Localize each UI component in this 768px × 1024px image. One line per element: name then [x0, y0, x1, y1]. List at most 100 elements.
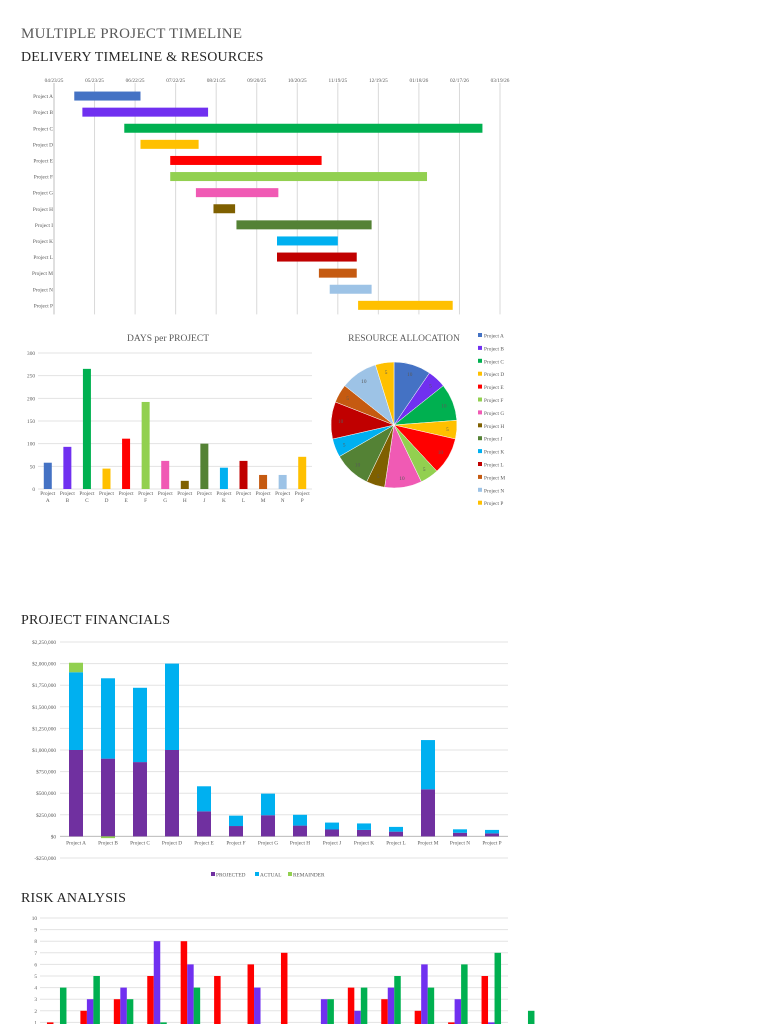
pie-legend-label: Project D	[484, 372, 504, 378]
fin-bar-actual-project-l	[389, 826, 403, 832]
gantt-task-label: Project P	[34, 303, 53, 309]
fin-bar-projected-project-m	[421, 789, 435, 837]
fin-x-tick-label: Project D	[162, 840, 182, 846]
risk-bar-s3-g1	[59, 987, 67, 1024]
pie-legend-label: Project P	[484, 501, 503, 507]
fin-bar-projected-project-g	[261, 815, 275, 837]
pie-legend-swatch-project-c	[478, 358, 482, 363]
pie-legend-label: Project L	[484, 463, 504, 469]
days-bar-project-k	[219, 467, 228, 489]
pie-legend-swatch-project-p	[478, 500, 482, 505]
fin-x-tick-label: Project K	[354, 840, 374, 846]
gantt-bar-project-i	[236, 220, 372, 230]
days-bar-project-b	[63, 446, 72, 489]
days-y-tick-label: 0	[32, 487, 35, 493]
risk-y-tick-label: 10	[32, 916, 38, 922]
fin-bar-actual-project-a	[69, 672, 83, 750]
risk-bar-s3-g11	[394, 976, 401, 1024]
days-x-tick-label-letter: A	[46, 498, 50, 504]
pie-legend-swatch-project-k	[478, 449, 482, 454]
days-y-tick-label: 50	[30, 464, 36, 470]
pie-data-label: 10	[407, 372, 413, 378]
gantt-bar-project-a	[74, 91, 141, 101]
fin-y-tick-label: $500,000	[36, 790, 56, 797]
gantt-x-tick-label: 08/21/25	[207, 78, 226, 84]
gantt-bar-project-h	[213, 204, 236, 214]
fin-x-tick-label: Project P	[482, 840, 501, 846]
risk-bar-s2-g9	[320, 999, 328, 1024]
pie-legend-swatch-project-b	[478, 345, 482, 350]
gantt-task-label: Project H	[33, 207, 53, 213]
gantt-x-tick-label: 03/19/26	[491, 78, 510, 84]
risk-bar-s3-g10	[360, 987, 368, 1024]
days-x-tick-label-letter: E	[124, 498, 127, 504]
risk-bar-s2-g13	[454, 999, 462, 1024]
risk-bar-s1-g8	[280, 952, 288, 1024]
gantt-bar-project-l	[277, 252, 357, 262]
pie-legend-swatch-project-d	[478, 371, 482, 376]
days-x-tick-label-word: Project	[60, 491, 76, 497]
risk-bar-s2-g4	[153, 941, 161, 1024]
fin-bar-actual-project-m	[421, 740, 435, 790]
days-bar-project-d	[102, 468, 111, 489]
fin-legend-label: PROJECTED	[216, 873, 246, 879]
gantt-bar-project-g	[195, 188, 279, 198]
gantt-chart: 04/23/25 05/23/25 06/22/25 07/22/25 08/21/25…	[32, 78, 510, 315]
pie-legend-label: Project K	[484, 450, 504, 456]
gantt-task-label: Project I	[35, 223, 53, 229]
days-bar-project-e	[122, 438, 131, 489]
gantt-bar-project-n	[329, 284, 372, 294]
fin-y-tick-label: $1,500,000	[32, 704, 56, 711]
fin-x-tick-label: Project C	[130, 840, 150, 846]
fin-bar-projected-project-j	[325, 829, 339, 837]
fin-bar-actual-project-n	[453, 829, 467, 833]
days-x-tick-label-word: Project	[99, 491, 115, 497]
pie-data-label: 10	[441, 403, 447, 409]
risk-analysis-chart: 012345678910	[32, 916, 535, 1024]
gantt-bar-project-e	[170, 155, 322, 165]
fin-bar-actual-project-e	[197, 786, 211, 812]
pie-data-label: 10	[355, 462, 361, 468]
fin-legend-swatch-remainder	[288, 872, 292, 876]
days-x-tick-label-letter: B	[66, 498, 70, 504]
fin-bar-projected-project-b	[101, 758, 115, 837]
days-bar-project-n	[278, 474, 287, 489]
pie-data-label: 10	[361, 379, 367, 385]
fin-bar-projected-project-p	[485, 833, 499, 837]
risk-bar-s1-g12	[414, 1010, 422, 1024]
gantt-x-tick-label: 05/23/25	[85, 78, 104, 84]
days-bar-project-a	[43, 462, 52, 489]
days-y-tick-label: 300	[27, 351, 35, 357]
fin-bar-actual-project-k	[357, 823, 371, 830]
days-x-tick-label-letter: G	[163, 498, 167, 504]
fin-legend-label: REMAINDER	[293, 873, 325, 879]
fin-x-tick-label: Project N	[450, 840, 470, 846]
risk-bar-s3-g3	[126, 999, 134, 1024]
resource-allocation-chart: RESOURCE ALLOCATION 10 5 10 5 10 5 10 5 10 5 10 5 10 5…	[330, 333, 505, 507]
risk-bar-s1-g10	[347, 987, 355, 1024]
fin-bar-actual-project-f	[229, 815, 243, 827]
fin-bar-actual-project-c	[133, 687, 147, 763]
days-x-tick-label-letter: M	[261, 498, 266, 504]
gantt-bar-project-d	[140, 139, 199, 149]
risk-bar-s1-g14	[481, 976, 489, 1024]
fin-y-tick-label: $1,000,000	[32, 747, 56, 754]
gantt-task-label: Project B	[33, 110, 53, 116]
pie-legend-swatch-project-m	[478, 474, 482, 479]
days-x-tick-label-letter: N	[281, 498, 285, 504]
gantt-task-label: Project C	[33, 126, 53, 132]
risk-bar-s3-g9	[327, 999, 334, 1024]
pie-legend-swatch-project-h	[478, 423, 482, 428]
page-title: MULTIPLE PROJECT TIMELINE	[21, 26, 243, 42]
pie-legend-label: Project J	[484, 437, 502, 443]
days-x-tick-label-letter: K	[222, 498, 226, 504]
days-bar-project-j	[200, 443, 209, 489]
fin-y-tick-label: $250,000	[36, 812, 56, 819]
gantt-task-label: Project A	[33, 94, 53, 100]
fin-bar-projected-project-l	[389, 831, 403, 837]
pie-legend-label: Project N	[484, 488, 504, 494]
risk-bar-s3-g14	[494, 952, 502, 1024]
days-x-tick-label-word: Project	[197, 491, 213, 497]
gantt-task-label: Project E	[33, 158, 53, 164]
